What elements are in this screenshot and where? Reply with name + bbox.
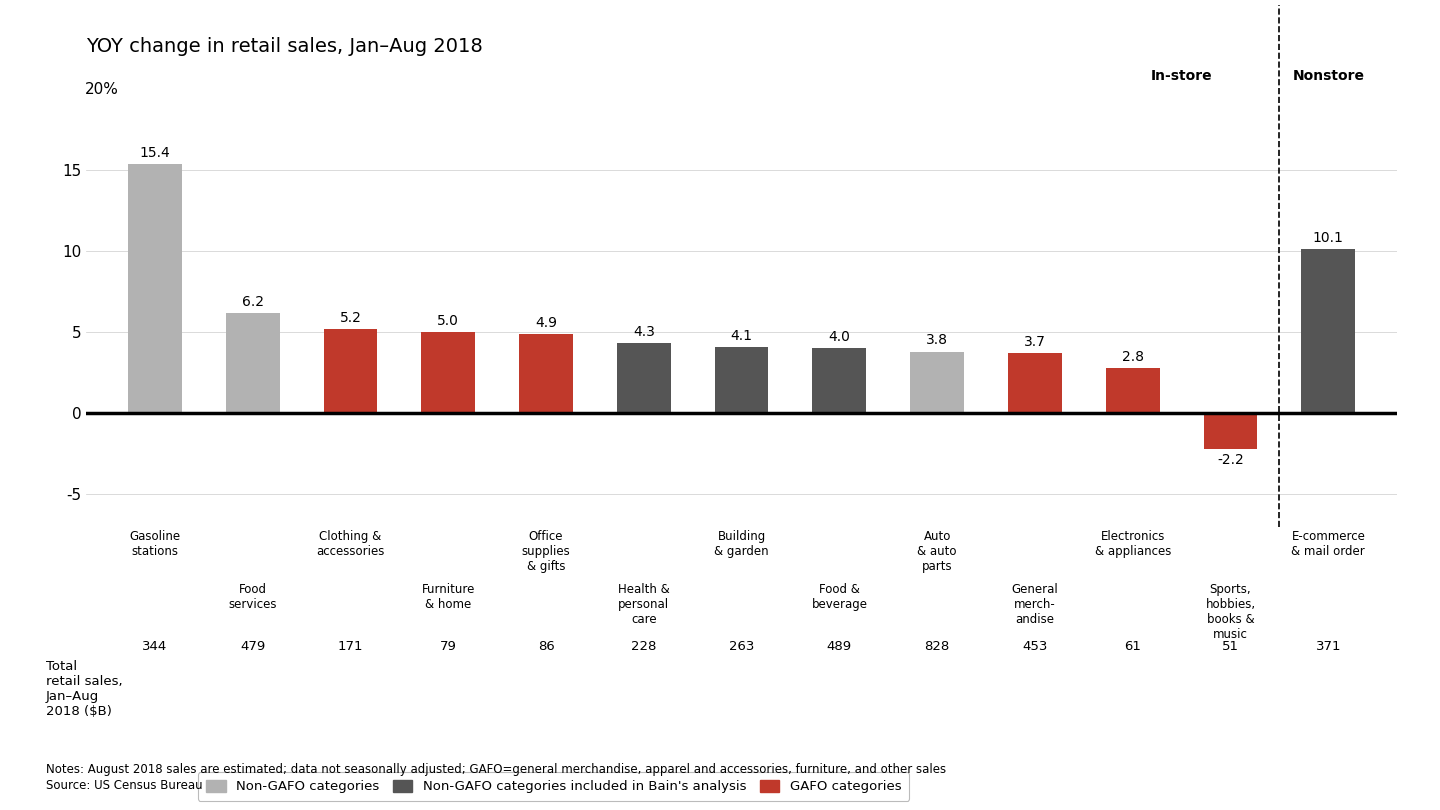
Bar: [422, 332, 475, 413]
Text: General
merch-
andise: General merch- andise: [1011, 583, 1058, 626]
Text: 263: 263: [729, 640, 755, 653]
Bar: [128, 164, 181, 413]
Text: Gasoline
stations: Gasoline stations: [130, 530, 180, 558]
Text: 61: 61: [1125, 640, 1142, 653]
Text: 371: 371: [1316, 640, 1341, 653]
Bar: [226, 313, 279, 413]
Text: Notes: August 2018 sales are estimated; data not seasonally adjusted; GAFO=gener: Notes: August 2018 sales are estimated; …: [46, 763, 946, 776]
Text: 6.2: 6.2: [242, 295, 264, 309]
Text: Electronics
& appliances: Electronics & appliances: [1094, 530, 1171, 558]
Text: E-commerce
& mail order: E-commerce & mail order: [1292, 530, 1365, 558]
Legend: Non-GAFO categories, Non-GAFO categories included in Bain's analysis, GAFO categ: Non-GAFO categories, Non-GAFO categories…: [197, 772, 910, 801]
Text: Nonstore: Nonstore: [1292, 69, 1364, 83]
Text: 20%: 20%: [85, 82, 118, 96]
Text: 344: 344: [143, 640, 167, 653]
Text: Auto
& auto
parts: Auto & auto parts: [917, 530, 958, 573]
Text: 3.7: 3.7: [1024, 335, 1045, 349]
Text: Office
supplies
& gifts: Office supplies & gifts: [521, 530, 570, 573]
Text: 51: 51: [1223, 640, 1238, 653]
Bar: [1302, 249, 1355, 413]
Text: Source: US Census Bureau: Source: US Census Bureau: [46, 779, 203, 792]
Bar: [1008, 353, 1061, 413]
Text: 228: 228: [631, 640, 657, 653]
Text: 2.8: 2.8: [1122, 350, 1143, 364]
Text: 4.0: 4.0: [828, 330, 851, 344]
Text: Food
services: Food services: [229, 583, 276, 612]
Text: 86: 86: [537, 640, 554, 653]
Text: 10.1: 10.1: [1313, 232, 1344, 245]
Text: 5.0: 5.0: [438, 314, 459, 328]
Text: 4.3: 4.3: [632, 326, 655, 339]
Bar: [324, 329, 377, 413]
Bar: [910, 352, 963, 413]
Text: Total
retail sales,
Jan–Aug
2018 ($B): Total retail sales, Jan–Aug 2018 ($B): [46, 660, 122, 718]
Text: In-store: In-store: [1151, 69, 1212, 83]
Text: Food &
beverage: Food & beverage: [811, 583, 867, 612]
Text: 828: 828: [924, 640, 950, 653]
Text: 453: 453: [1022, 640, 1048, 653]
Text: Sports,
hobbies,
books &
music: Sports, hobbies, books & music: [1205, 583, 1256, 642]
Bar: [1106, 368, 1159, 413]
Bar: [714, 347, 769, 413]
Text: Building
& garden: Building & garden: [714, 530, 769, 558]
Bar: [520, 334, 573, 413]
Bar: [1204, 413, 1257, 449]
Bar: [812, 348, 867, 413]
Text: Health &
personal
care: Health & personal care: [618, 583, 670, 626]
Text: 171: 171: [338, 640, 363, 653]
Text: 479: 479: [240, 640, 265, 653]
Text: 4.9: 4.9: [536, 316, 557, 330]
Bar: [616, 343, 671, 413]
Text: 4.1: 4.1: [730, 329, 753, 343]
Text: 489: 489: [827, 640, 852, 653]
Text: 5.2: 5.2: [340, 311, 361, 325]
Text: 15.4: 15.4: [140, 146, 170, 160]
Text: Furniture
& home: Furniture & home: [422, 583, 475, 612]
Text: Clothing &
accessories: Clothing & accessories: [317, 530, 384, 558]
Text: -2.2: -2.2: [1217, 453, 1244, 467]
Text: YOY change in retail sales, Jan–Aug 2018: YOY change in retail sales, Jan–Aug 2018: [86, 37, 484, 56]
Text: 3.8: 3.8: [926, 334, 948, 347]
Text: 79: 79: [439, 640, 456, 653]
